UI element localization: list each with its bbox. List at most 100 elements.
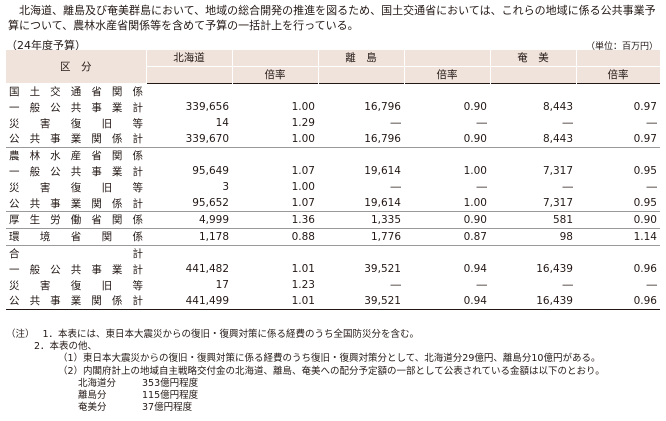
table-row: 一般公共事業計 339,656 1.00 16,796 0.90 8,443 0.97 xyxy=(6,99,660,115)
amount-cell xyxy=(490,147,576,163)
amount-cell: ― xyxy=(562,279,574,292)
amount-cell: 441,482 xyxy=(185,263,229,276)
amount-cell: 19,614 xyxy=(364,165,401,178)
note-2-1: （1）東日本大震災からの復旧・復興対策に係る経費のうち復旧・復興対策分として、北… xyxy=(58,353,601,365)
row-label: 農林水産省関係 xyxy=(9,150,143,163)
intro-text: 北海道、離島及び奄美群島において、地域の総合開発の推進を図るため、国土交通省にお… xyxy=(8,4,656,32)
amount-cell: 7,317 xyxy=(542,165,573,178)
header-rate-hokkaido: 倍率 xyxy=(232,66,319,84)
rate-cell: 1.07 xyxy=(291,165,315,178)
rate-cell: 0.95 xyxy=(633,165,657,178)
rate-cell: 0.94 xyxy=(463,263,487,276)
intro-paragraph: 北海道、離島及び奄美群島において、地域の総合開発の推進を図るため、国土交通省にお… xyxy=(8,3,660,33)
table-row: 合計 xyxy=(6,245,660,261)
table-row: 農林水産省関係 xyxy=(6,147,660,163)
amount-cell: ― xyxy=(390,181,402,194)
rate-cell: 1.01 xyxy=(232,292,318,310)
header-hokkaido: 北海道 xyxy=(146,50,233,67)
amount-cell: 339,670 xyxy=(146,130,232,148)
row-label: 災害復旧等 xyxy=(9,279,143,292)
rate-cell: ― xyxy=(646,279,658,292)
rate-cell: 0.96 xyxy=(576,292,660,310)
table-caption: （24年度予算） xyxy=(6,39,86,52)
rate-cell: ― xyxy=(646,181,658,194)
alloc-hokkaido: 北海道分 353億円程度 xyxy=(78,377,199,389)
header-amami: 奄 美 xyxy=(490,50,577,67)
note-mark: （注） xyxy=(6,329,35,340)
amount-cell xyxy=(318,147,404,163)
amount-cell: 39,521 xyxy=(318,292,404,310)
table-row: 環境省関係 1,178 0.88 1,776 0.87 98 1.14 xyxy=(6,228,660,246)
row-label: 公共事業関係計 xyxy=(6,195,146,212)
amount-cell: 16,796 xyxy=(364,101,401,114)
rate-cell: 0.90 xyxy=(404,130,490,148)
budget-table: 区 分 北海道 離 島 奄 美 倍率 倍率 倍率 国土交通省関係一般公共事業計 3… xyxy=(6,50,661,310)
row-label: 公共事業関係計 xyxy=(6,292,146,310)
rate-cell: 1.00 xyxy=(232,130,318,148)
note-2-2: （2）内閣府計上の地域自主戦略交付金の北海道、離島、奄美への配分予定額の一部とし… xyxy=(58,365,605,377)
alloc-ritou: 離島分 115億円程度 xyxy=(78,390,199,402)
header-row-top: 区 分 北海道 離 島 奄 美 xyxy=(6,50,661,84)
header-rate-amami: 倍率 xyxy=(576,66,661,84)
amount-cell xyxy=(146,83,232,99)
table-row: 公共事業関係計 441,499 1.01 39,521 0.94 16,439 0.96 xyxy=(6,292,660,310)
table-row: 災害復旧等 3 1.00 ― ― ― ― xyxy=(6,179,660,195)
amount-cell: 8,443 xyxy=(490,130,576,148)
row-label: 一般公共事業計 xyxy=(9,263,143,276)
rate-cell xyxy=(232,83,318,99)
amount-cell: 19,614 xyxy=(318,195,404,212)
rate-cell: 0.87 xyxy=(404,228,490,246)
rate-cell xyxy=(404,147,490,163)
rate-cell: 1.00 xyxy=(463,165,487,178)
amount-cell xyxy=(490,245,576,261)
rate-cell: 1.07 xyxy=(232,195,318,212)
amount-cell: 39,521 xyxy=(364,263,401,276)
alloc-amami: 奄美分 37億円程度 xyxy=(78,402,193,414)
row-label: 災害復旧等 xyxy=(9,117,143,130)
amount-cell: ― xyxy=(390,279,402,292)
header-ritou: 離 島 xyxy=(318,50,405,67)
table-row: 公共事業関係計 339,670 1.00 16,796 0.90 8,443 0.97 xyxy=(6,130,660,148)
header-category: 区 分 xyxy=(6,50,147,84)
rate-cell xyxy=(404,245,490,261)
amount-cell xyxy=(146,245,232,261)
amount-cell: 17 xyxy=(215,279,229,292)
row-label: 厚生労働省関係 xyxy=(6,211,146,229)
table-row: 災害復旧等 14 1.29 ― ― ― ― xyxy=(6,115,660,131)
rate-cell: 0.95 xyxy=(576,195,660,212)
rate-cell: 0.97 xyxy=(576,130,660,148)
note-1: （注） 1．本表には、東日本大震災からの復旧・復興対策に係る経費のうち全国防災分を… xyxy=(6,329,420,340)
rate-cell xyxy=(232,147,318,163)
rate-cell: 0.90 xyxy=(463,101,487,114)
rate-cell: 1.29 xyxy=(291,117,315,130)
table-row: 公共事業関係計 95,652 1.07 19,614 1.00 7,317 0.95 xyxy=(6,195,660,212)
amount-cell: 8,443 xyxy=(542,101,573,114)
rate-cell: 1.14 xyxy=(576,228,660,246)
row-label: 公共事業関係計 xyxy=(6,130,146,148)
amount-cell: 1,776 xyxy=(318,228,404,246)
rate-cell xyxy=(576,83,660,99)
unit-label: （単位：百万円） xyxy=(585,42,658,52)
table-row: 厚生労働省関係 4,999 1.36 1,335 0.90 581 0.90 xyxy=(6,211,660,229)
rate-cell: ― xyxy=(646,117,658,130)
row-label: 環境省関係 xyxy=(6,228,146,246)
rate-cell: ― xyxy=(476,117,488,130)
amount-cell: 16,439 xyxy=(536,263,573,276)
rate-cell: 1.00 xyxy=(404,195,490,212)
row-label: 国土交通省関係 xyxy=(9,85,143,98)
rate-cell xyxy=(576,147,660,163)
table-row: 一般公共事業計 441,482 1.01 39,521 0.94 16,439 0.96 xyxy=(6,261,660,277)
amount-cell: 4,999 xyxy=(146,211,232,229)
rate-cell: 1.23 xyxy=(291,279,315,292)
amount-cell xyxy=(318,83,404,99)
header-row-bottom: 倍率 倍率 倍率 xyxy=(6,66,661,84)
amount-cell xyxy=(146,147,232,163)
rate-cell: 0.90 xyxy=(404,211,490,229)
amount-cell: 95,652 xyxy=(146,195,232,212)
header-rate-ritou: 倍率 xyxy=(404,66,491,84)
rate-cell: 0.96 xyxy=(633,263,657,276)
amount-cell: 3 xyxy=(222,181,229,194)
amount-cell: ― xyxy=(562,117,574,130)
row-label: 一般公共事業計 xyxy=(9,101,143,114)
notes: （注） 1．本表には、東日本大震災からの復旧・復興対策に係る経費のうち全国防災分を… xyxy=(6,329,660,414)
